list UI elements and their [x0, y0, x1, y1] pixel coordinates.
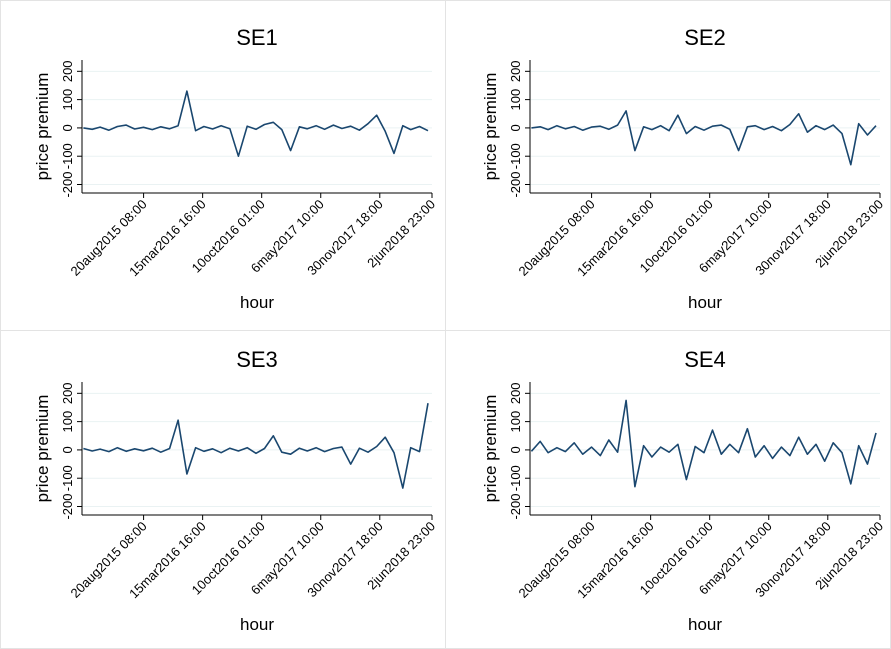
y-tick-label: -100 [60, 143, 75, 169]
x-axis-label: hour [688, 615, 722, 634]
y-tick-label: -100 [60, 465, 75, 491]
x-axis-label: hour [240, 293, 274, 312]
y-tick-label: 0 [508, 124, 523, 131]
series-line [83, 90, 429, 157]
chart-title: SE2 [684, 25, 726, 50]
y-tick-label: -100 [508, 143, 523, 169]
plot-area [530, 60, 880, 193]
y-tick-label: 100 [60, 89, 75, 111]
y-tick-label: 0 [60, 124, 75, 131]
y-tick-label: -200 [508, 493, 523, 519]
chart-title: SE4 [684, 347, 726, 372]
y-tick-label: -200 [60, 493, 75, 519]
y-tick-label: 100 [508, 411, 523, 433]
series-line [531, 110, 877, 166]
chart-title: SE1 [236, 25, 278, 50]
y-tick-label: -200 [508, 171, 523, 197]
chart-title: SE3 [236, 347, 278, 372]
y-tick-label: 200 [508, 60, 523, 82]
series-line [530, 399, 877, 488]
y-axis-label: price premium [33, 395, 52, 503]
y-tick-label: 0 [508, 446, 523, 453]
y-tick-label: 200 [60, 60, 75, 82]
y-tick-label: -200 [60, 171, 75, 197]
y-tick-label: 200 [60, 382, 75, 404]
y-tick-label: -100 [508, 465, 523, 491]
series-line [83, 403, 429, 489]
y-axis-label: price premium [481, 73, 500, 181]
y-tick-label: 100 [60, 411, 75, 433]
y-tick-label: 100 [508, 89, 523, 111]
y-tick-label: 200 [508, 382, 523, 404]
y-tick-label: 0 [60, 446, 75, 453]
x-axis-label: hour [688, 293, 722, 312]
y-axis-label: price premium [481, 395, 500, 503]
x-axis-label: hour [240, 615, 274, 634]
plot-area [82, 60, 432, 193]
y-axis-label: price premium [33, 73, 52, 181]
